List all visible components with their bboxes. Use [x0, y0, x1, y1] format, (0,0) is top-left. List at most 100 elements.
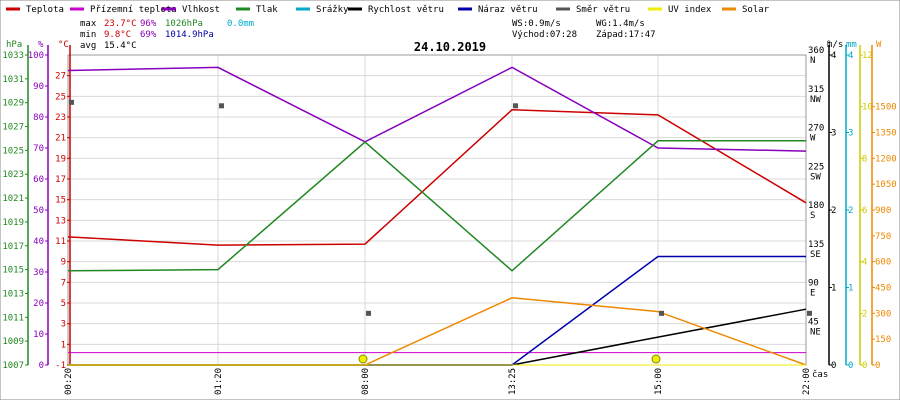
w-tick-label: 750	[875, 232, 891, 242]
temp-tick-label: 9	[61, 258, 66, 268]
uv-marker	[651, 354, 661, 364]
wind-direction-point	[513, 103, 518, 109]
chart-title: 24.10.2019	[414, 40, 486, 54]
hpa-tick-label: 1009	[2, 337, 24, 347]
temp-tick-label: 5	[61, 299, 66, 309]
dir-compass-label: SE	[810, 250, 821, 260]
dir-compass-label: NE	[810, 327, 821, 337]
summary-min-hum: 69%	[140, 30, 157, 40]
axes: 1007100910111013101510171019102110231025…	[2, 40, 896, 395]
series-line	[67, 66, 807, 152]
uv-tick-label: 12	[862, 51, 873, 61]
w-unit: W	[876, 40, 882, 50]
legend-label: Směr větru	[576, 5, 630, 15]
uv-tick-label: 2	[862, 309, 867, 319]
summary-rain: 0.0mm	[227, 19, 254, 29]
pct-tick-label: 50	[33, 206, 44, 216]
wind-direction-point	[659, 310, 664, 316]
summary-block: max 23.7°C 96% 1026hPa 0.0mm min 9.8°C 6…	[80, 19, 656, 51]
pct-tick-label: 60	[33, 175, 44, 185]
temp-tick-label: 27	[55, 72, 66, 82]
pct-tick-label: 90	[33, 82, 44, 92]
legend-label: UV index	[668, 5, 712, 15]
temp-tick-label: 1	[61, 340, 66, 350]
dir-tick-label: 315	[808, 85, 824, 95]
ms-tick-label: 1	[831, 284, 836, 294]
legend-label: Tlak	[256, 5, 278, 15]
legend-label: Přízemní teplota	[90, 5, 177, 15]
dir-compass-label: N	[810, 56, 815, 66]
summary-max-label: max	[80, 19, 97, 29]
x-tick-label: 00:20	[64, 368, 74, 395]
series-line	[67, 140, 806, 272]
dir-tick-label: 225	[808, 162, 824, 172]
summary-ws: WS:0.9m/s	[512, 19, 561, 29]
dir-compass-label: S	[810, 211, 815, 221]
hpa-tick-label: 1023	[2, 170, 24, 180]
summary-sunrise: Východ:07:28	[512, 30, 577, 40]
ms-tick-label: 3	[831, 129, 836, 139]
w-tick-label: 1050	[875, 180, 897, 190]
uv-tick-label: 8	[862, 154, 867, 164]
uv-tick-label: 6	[862, 206, 867, 216]
mm-tick-label: 0	[848, 361, 853, 371]
dir-compass-label: NW	[810, 95, 821, 105]
legend-label: Solar	[742, 5, 770, 15]
legend: Teplota Přízemní teplota Vlhkost Tlak Srážky…	[6, 5, 770, 15]
w-tick-label: 1200	[875, 154, 897, 164]
dir-tick-label: 270	[808, 124, 824, 134]
wind-direction-point	[219, 103, 224, 109]
w-tick-label: 1350	[875, 129, 897, 139]
dir-tick-label: 135	[808, 240, 824, 250]
hpa-tick-label: 1017	[2, 242, 24, 252]
mm-tick-label: 3	[848, 129, 853, 139]
w-tick-label: 1500	[875, 103, 897, 113]
temp-tick-label: -1	[55, 361, 66, 371]
temp-unit: °C	[58, 40, 69, 50]
hpa-tick-label: 1007	[2, 361, 24, 371]
uv-tick-label: 0	[862, 361, 867, 371]
legend-label: Vlhkost	[182, 5, 220, 15]
summary-avg-temp: 15.4°C	[104, 41, 137, 51]
x-tick-label: 08:00	[361, 368, 371, 395]
mm-unit: mm	[846, 40, 857, 50]
hpa-tick-label: 1031	[2, 75, 24, 85]
dir-tick-label: 180	[808, 201, 824, 211]
legend-label: Teplota	[26, 5, 64, 15]
dir-compass-label: SW	[810, 172, 821, 182]
summary-min-temp: 9.8°C	[104, 30, 131, 40]
w-tick-label: 900	[875, 206, 891, 216]
mm-tick-label: 2	[848, 206, 853, 216]
temp-tick-label: 23	[55, 113, 66, 123]
uv-marker	[358, 354, 368, 364]
dir-tick-label: 90	[808, 279, 819, 289]
dir-tick-label: 45	[808, 317, 819, 327]
pct-tick-label: 10	[33, 330, 44, 340]
hpa-tick-label: 1029	[2, 99, 24, 109]
x-tick-label: 13:25	[508, 368, 518, 395]
legend-label: Náraz větru	[478, 5, 538, 15]
summary-wg: WG:1.4m/s	[596, 19, 645, 29]
legend-label: Srážky	[316, 5, 349, 15]
x-tick-label: 01:20	[214, 368, 224, 395]
x-tick-label: 22:00	[802, 368, 812, 395]
pct-tick-label: 70	[33, 144, 44, 154]
dir-tick-label: 360	[808, 46, 824, 56]
summary-min-press: 1014.9hPa	[165, 30, 214, 40]
summary-sunset: Západ:17:47	[596, 30, 656, 40]
hpa-tick-label: 1013	[2, 289, 24, 299]
x-tick-label: 15:00	[654, 368, 664, 395]
pct-tick-label: 100	[28, 51, 44, 61]
ms-tick-label: 4	[831, 51, 836, 61]
hpa-tick-label: 1033	[2, 51, 24, 61]
w-tick-label: 150	[875, 335, 891, 345]
temp-tick-label: 19	[55, 154, 66, 164]
summary-max-hum: 96%	[140, 19, 157, 29]
summary-min-label: min	[80, 30, 96, 40]
pct-tick-label: 40	[33, 237, 44, 247]
summary-max-press: 1026hPa	[165, 19, 203, 29]
temp-tick-label: 25	[55, 92, 66, 102]
w-tick-label: 450	[875, 284, 891, 294]
hpa-tick-label: 1025	[2, 146, 24, 156]
